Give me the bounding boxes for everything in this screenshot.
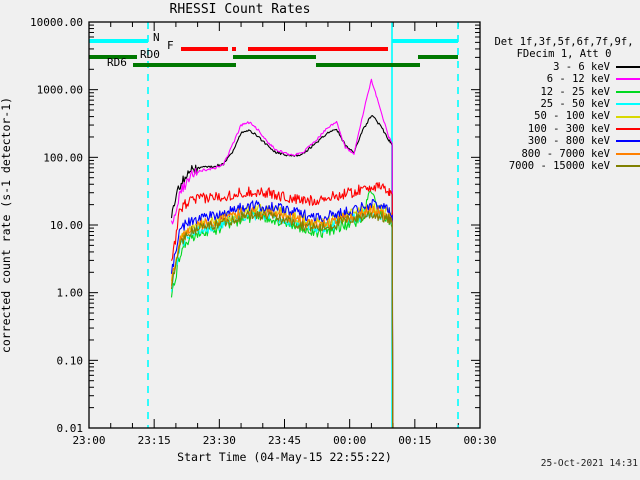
legend-color-swatch [616,90,640,93]
y-axis-title: corrected count rate (s-1 detector-1) [0,97,13,353]
legend-item: 50 - 100 keV [488,110,640,122]
legend-color-swatch [616,78,640,81]
legend-item-label: 100 - 300 keV [527,122,610,135]
y-tick-label: 1000.00 [37,84,83,97]
y-tick-label: 0.10 [57,354,84,367]
y-tick-label: 1.00 [57,287,84,300]
y-tick-label: 10000.00 [30,16,83,29]
legend-color-swatch [616,66,640,68]
legend-item: 800 - 7000 keV [488,148,640,160]
legend-item-label: 6 - 12 keV [546,73,610,86]
legend-color-swatch [616,115,640,118]
rd0-label: RD0 [140,48,160,61]
legend-item-label: 7000 - 15000 keV [508,159,610,172]
legend-item: 300 - 800 keV [488,135,640,147]
x-tick-label: 23:00 [72,434,105,447]
night-label: N [153,31,160,44]
legend-item-label: 800 - 7000 keV [521,147,610,160]
series-line [170,199,394,429]
legend-item-label: 300 - 800 keV [527,135,610,148]
series-line [170,182,394,429]
plot-area [89,22,480,428]
plot-frame [88,21,481,429]
legend-item: 7000 - 15000 keV [488,160,640,172]
x-tick-label: 23:15 [138,434,171,447]
legend-rows: 3 - 6 keV 6 - 12 keV 12 - 25 keV 25 - 50 ke… [488,61,640,173]
legend: Det 1f,3f,5f,6f,7f,9f, FDecim 1, Att 0 3… [488,36,640,172]
y-tick-label: 0.01 [57,422,84,435]
legend-color-swatch [616,140,640,143]
legend-item-label: 25 - 50 keV [540,97,610,110]
legend-item: 100 - 300 keV [488,123,640,135]
legend-item-label: 3 - 6 keV [553,60,610,73]
series-line [170,78,394,429]
page-title: RHESSI Count Rates [169,2,311,17]
legend-item-label: 12 - 25 keV [540,85,610,98]
legend-color-swatch [616,165,640,168]
x-tick-label: 23:45 [268,434,301,447]
series-line [170,209,394,429]
x-tick-label: 00:30 [463,434,496,447]
render-timestamp: 25-Oct-2021 14:31 [540,458,638,469]
x-tick-label: 23:30 [203,434,236,447]
x-axis-title: Start Time (04-May-15 22:55:22) [177,450,392,464]
legend-item: 3 - 6 keV [488,61,640,73]
rd6-label: RD6 [107,56,127,69]
y-tick-label: 100.00 [43,151,83,164]
legend-color-swatch [616,127,640,130]
legend-item: 25 - 50 keV [488,98,640,110]
legend-color-swatch [616,152,640,155]
flare-label: F [167,39,174,52]
legend-decim-line: FDecim 1, Att 0 [516,48,612,61]
x-tick-label: 00:00 [333,434,366,447]
y-tick-label: 10.00 [50,219,83,232]
series-line [170,115,394,429]
legend-item-label: 50 - 100 keV [534,110,610,123]
legend-color-swatch [616,103,640,106]
x-tick-label: 00:15 [398,434,431,447]
legend-item: 6 - 12 keV [488,73,640,85]
legend-item: 12 - 25 keV [488,86,640,98]
legend-detector-line: Det 1f,3f,5f,6f,7f,9f, [494,36,634,48]
